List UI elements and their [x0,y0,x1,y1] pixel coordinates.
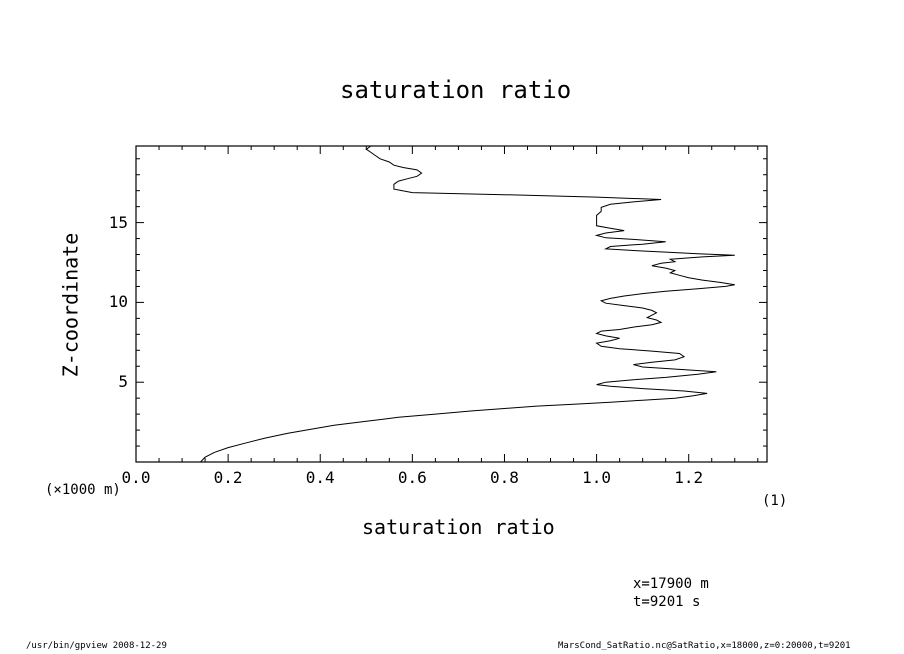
y-tick-label: 10 [108,292,128,312]
x-tick-label: 1.0 [582,468,612,487]
y-tick-label: 5 [118,372,128,392]
axis-ticks [135,146,767,462]
y-axis-label: Z-coordinate [58,232,83,378]
y-tick-label: 15 [108,212,128,232]
x-tick-label: 0.2 [213,468,243,487]
x-tick-label: 0.8 [490,468,519,487]
x-position-readout: x=17900 m [633,576,709,592]
x-axis-label: saturation ratio [362,515,555,539]
time-readout: t=9201 s [633,594,701,610]
footer-command: /usr/bin/gpview 2008-12-29 [26,641,167,651]
x-tick-label: 0.4 [305,468,335,487]
x-axis-units: (1) [762,493,788,509]
y-axis-units: (×1000 m) [45,482,121,498]
x-tick-label: 1.2 [674,468,704,487]
series-line [200,145,735,463]
x-tick-label: 0.0 [121,468,151,487]
plot-frame [135,145,768,463]
x-tick-label: 0.6 [397,468,427,487]
footer-source: MarsCond_SatRatio.nc@SatRatio,x=18000,z=… [558,641,851,651]
chart-title: saturation ratio [340,76,572,104]
